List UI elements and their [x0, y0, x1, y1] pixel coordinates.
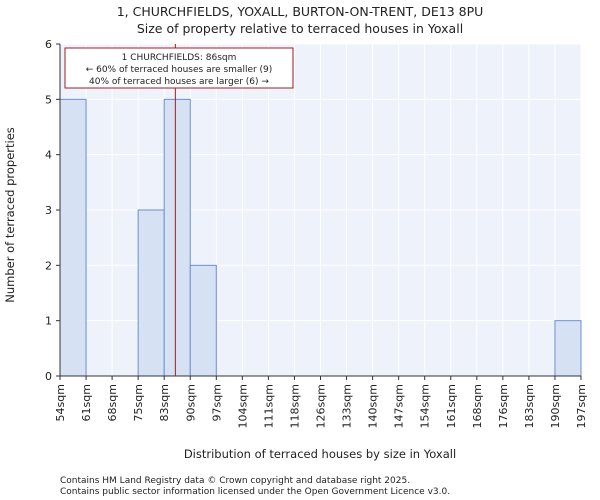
footer-line-1: Contains HM Land Registry data © Crown c… — [60, 476, 410, 486]
y-tick-label: 5 — [45, 93, 52, 106]
x-tick-label: 154sqm — [419, 384, 432, 428]
annotation-line-1: 1 CHURCHFIELDS: 86sqm — [122, 53, 237, 63]
y-tick-label: 4 — [45, 149, 52, 162]
x-tick-label: 147sqm — [393, 384, 406, 428]
x-tick-label: 183sqm — [523, 384, 536, 428]
x-tick-label: 140sqm — [367, 384, 380, 428]
x-tick-label: 133sqm — [341, 384, 354, 428]
y-tick-label: 2 — [45, 259, 52, 272]
chart-title: 1, CHURCHFIELDS, YOXALL, BURTON-ON-TRENT… — [117, 4, 484, 19]
annotation-line-3: 40% of terraced houses are larger (6) → — [89, 77, 269, 87]
bar-190sqm — [554, 320, 582, 377]
x-axis-label: Distribution of terraced houses by size … — [184, 447, 456, 461]
y-tick-label: 6 — [45, 38, 52, 51]
bars — [59, 98, 582, 377]
x-tick-label: 75sqm — [132, 384, 145, 421]
y-tick-label: 3 — [45, 204, 52, 217]
x-tick-label: 161sqm — [445, 384, 458, 428]
x-tick-label: 176sqm — [497, 384, 510, 428]
bar-83sqm — [163, 98, 191, 377]
x-tick-label: 126sqm — [315, 384, 328, 428]
bar-54sqm — [59, 98, 87, 377]
x-tick-label: 61sqm — [80, 384, 93, 421]
x-tick-label: 97sqm — [210, 384, 223, 421]
bar-90sqm — [189, 264, 217, 377]
bar-75sqm — [137, 209, 165, 377]
y-tick-label: 1 — [45, 315, 52, 328]
x-tick-label: 90sqm — [184, 384, 197, 421]
y-ticks: 0 1 2 3 4 5 6 — [45, 38, 60, 383]
x-ticks: 54sqm 61sqm 68sqm 75sqm 83sqm 90sqm 97sqm 104sq… — [54, 376, 588, 428]
x-tick-label: 68sqm — [106, 384, 119, 421]
chart-subtitle: Size of property relative to terraced ho… — [137, 21, 463, 36]
x-tick-label: 168sqm — [471, 384, 484, 428]
footer-line-2: Contains public sector information licen… — [60, 487, 450, 497]
x-tick-label: 54sqm — [54, 384, 67, 421]
y-axis-label: Number of terraced properties — [3, 127, 17, 303]
annotation-box — [64, 47, 294, 89]
x-tick-label: 111sqm — [262, 384, 275, 428]
x-tick-label: 83sqm — [158, 384, 171, 421]
annotation-line-2: ← 60% of terraced houses are smaller (9) — [86, 65, 273, 75]
x-tick-label: 104sqm — [236, 384, 249, 428]
x-tick-label: 197sqm — [575, 384, 588, 428]
annotation: 1 CHURCHFIELDS: 86sqm ← 60% of terraced … — [64, 47, 294, 89]
x-tick-label: 190sqm — [549, 384, 562, 428]
y-tick-label: 0 — [45, 370, 52, 383]
x-tick-label: 118sqm — [288, 384, 301, 428]
